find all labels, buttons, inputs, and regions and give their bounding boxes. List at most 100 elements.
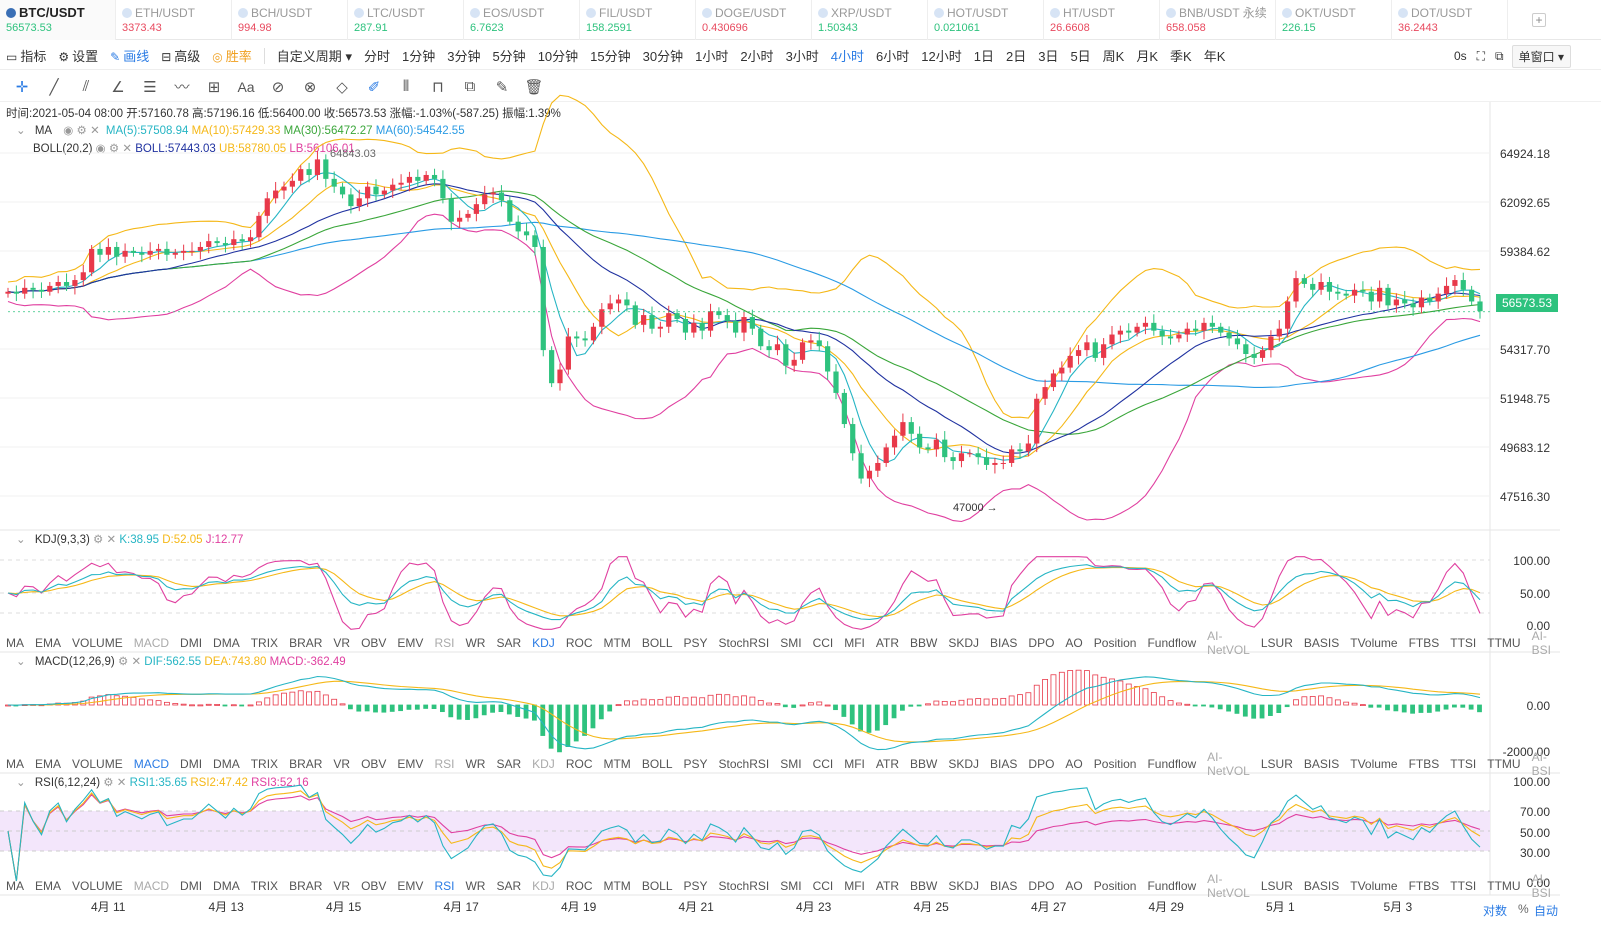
period-12[interactable]: 12小时 bbox=[921, 49, 962, 64]
indicator-tab-macd[interactable]: MACD bbox=[133, 636, 170, 650]
indicator-tab-sar[interactable]: SAR bbox=[496, 757, 522, 771]
indicator-tab-ttsi[interactable]: TTSI bbox=[1450, 757, 1477, 771]
indicator-tab-roc[interactable]: ROC bbox=[565, 636, 593, 650]
period-7[interactable]: 1小时 bbox=[695, 49, 729, 64]
period-8[interactable]: 2小时 bbox=[740, 49, 774, 64]
line-tool-icon[interactable]: ╱ bbox=[49, 78, 59, 96]
indicator-tab-stochrsi[interactable]: StochRSI bbox=[718, 879, 770, 893]
custom-period-dropdown[interactable]: 自定义周期 ▾ bbox=[276, 49, 352, 64]
ticker-eos[interactable]: EOS/USDT 6.7623 bbox=[464, 0, 580, 40]
wave-tool-icon[interactable]: 〰 bbox=[174, 79, 190, 96]
indicator-tab-bbw[interactable]: BBW bbox=[910, 879, 938, 893]
period-13[interactable]: 1日 bbox=[973, 49, 994, 64]
indicator-tab-roc[interactable]: ROC bbox=[565, 879, 593, 893]
indicator-tab-bbw[interactable]: BBW bbox=[910, 636, 938, 650]
collapse-icon[interactable]: ⌄ bbox=[16, 656, 26, 668]
indicator-tab-ttsi[interactable]: TTSI bbox=[1450, 879, 1477, 893]
indicator-tab-macd[interactable]: MACD bbox=[133, 757, 170, 771]
indicator-tab-smi[interactable]: SMI bbox=[780, 757, 802, 771]
hide-drawings-icon[interactable]: ⊗ bbox=[303, 78, 317, 96]
indicator-tab-kdj[interactable]: KDJ bbox=[532, 636, 555, 650]
indicator-tab-basis[interactable]: BASIS bbox=[1303, 879, 1340, 893]
indicator-tab-trix[interactable]: TRIX bbox=[250, 879, 279, 893]
close-icon[interactable]: ✕ bbox=[90, 125, 100, 137]
ticker-xrp[interactable]: XRP/USDT 1.50343 bbox=[812, 0, 928, 40]
indicator-tab-dma[interactable]: DMA bbox=[213, 636, 240, 650]
collapse-icon[interactable]: ⌄ bbox=[16, 534, 26, 546]
magnet-icon[interactable]: ⊘ bbox=[271, 78, 285, 96]
indicator-tab-emv[interactable]: EMV bbox=[397, 636, 424, 650]
indicator-tab-lsur[interactable]: LSUR bbox=[1260, 879, 1293, 893]
indicator-tab-obv[interactable]: OBV bbox=[361, 757, 387, 771]
indicator-tab-cci[interactable]: CCI bbox=[812, 757, 834, 771]
indicator-tab-ao[interactable]: AO bbox=[1065, 757, 1083, 771]
indicator-tab-wr[interactable]: WR bbox=[465, 879, 486, 893]
indicator-tab-vr[interactable]: VR bbox=[333, 757, 351, 771]
collapse-icon[interactable]: ⌄ bbox=[16, 125, 26, 137]
indicator-tab-vr[interactable]: VR bbox=[333, 636, 351, 650]
indicator-tab-boll[interactable]: BOLL bbox=[641, 757, 673, 771]
edit-icon[interactable]: ✎ bbox=[495, 78, 509, 96]
indicator-tab-vr[interactable]: VR bbox=[333, 879, 351, 893]
add-ticker-button[interactable]: + bbox=[1532, 13, 1546, 27]
ticker-hot[interactable]: HOT/USDT 0.021061 bbox=[928, 0, 1044, 40]
indicator-tab-bbw[interactable]: BBW bbox=[910, 757, 938, 771]
indicator-tab-obv[interactable]: OBV bbox=[361, 879, 387, 893]
indicator-tab-rsi[interactable]: RSI bbox=[434, 757, 455, 771]
indicator-tab-ttmu[interactable]: TTMU bbox=[1487, 636, 1521, 650]
ticker-bch[interactable]: BCH/USDT 994.98 bbox=[232, 0, 348, 40]
indicator-tab-atr[interactable]: ATR bbox=[875, 879, 900, 893]
period-14[interactable]: 2日 bbox=[1005, 49, 1027, 64]
indicator-tab-ttsi[interactable]: TTSI bbox=[1450, 636, 1477, 650]
indicator-tab-boll[interactable]: BOLL bbox=[641, 636, 673, 650]
indicator-tab-bias[interactable]: BIAS bbox=[990, 879, 1018, 893]
indicator-tab-obv[interactable]: OBV bbox=[361, 636, 387, 650]
indicator-tab-emv[interactable]: EMV bbox=[397, 757, 424, 771]
ticker-doge[interactable]: DOGE/USDT 0.430696 bbox=[696, 0, 812, 40]
indicator-tab-ema[interactable]: EMA bbox=[35, 636, 62, 650]
period-0[interactable]: 分时 bbox=[363, 49, 390, 64]
indicator-tab-macd[interactable]: MACD bbox=[133, 879, 170, 893]
channel-tool-icon[interactable]: ⫽ bbox=[82, 78, 90, 95]
indicator-tab-skdj[interactable]: SKDJ bbox=[948, 636, 980, 650]
copy-icon[interactable]: ⧉ bbox=[464, 78, 476, 95]
settings-button[interactable]: ⚙ 设置 bbox=[58, 49, 99, 64]
period-5[interactable]: 15分钟 bbox=[590, 49, 631, 64]
indicator-tab-fundflow[interactable]: Fundflow bbox=[1147, 757, 1197, 771]
ticker-okt[interactable]: OKT/USDT 226.15 bbox=[1276, 0, 1392, 40]
indicator-tab-ma[interactable]: MA bbox=[6, 636, 24, 650]
period-4[interactable]: 10分钟 bbox=[537, 49, 579, 64]
settings-icon[interactable]: ⚙ bbox=[117, 656, 129, 668]
eye-icon[interactable]: ◉ bbox=[63, 125, 74, 137]
indicator-tab-psy[interactable]: PSY bbox=[683, 757, 708, 771]
indicator-tab-stochrsi[interactable]: StochRSI bbox=[718, 636, 770, 650]
indicator-tab-bias[interactable]: BIAS bbox=[990, 636, 1018, 650]
indicator-tab-dpo[interactable]: DPO bbox=[1028, 757, 1055, 771]
indicator-tab-rsi[interactable]: RSI bbox=[434, 636, 455, 650]
period-9[interactable]: 3小时 bbox=[785, 49, 819, 64]
close-icon[interactable]: ✕ bbox=[122, 143, 133, 155]
indicator-tab-cci[interactable]: CCI bbox=[812, 879, 834, 893]
indicator-tab-dma[interactable]: DMA bbox=[213, 879, 240, 893]
indicator-tab-dma[interactable]: DMA bbox=[213, 757, 240, 771]
indicator-tab-psy[interactable]: PSY bbox=[683, 636, 708, 650]
indicator-tab-lsur[interactable]: LSUR bbox=[1260, 757, 1293, 771]
period-17[interactable]: 周K bbox=[1102, 49, 1125, 64]
close-icon[interactable]: ✕ bbox=[106, 534, 117, 546]
settings-icon[interactable]: ⚙ bbox=[76, 125, 87, 137]
win-rate-button[interactable]: ◎ 胜率 bbox=[212, 49, 252, 64]
period-15[interactable]: 3日 bbox=[1038, 49, 1059, 64]
percent-toggle[interactable]: % bbox=[1518, 902, 1529, 916]
indicator-tab-volume[interactable]: VOLUME bbox=[72, 636, 123, 650]
indicator-tab-ai-netvol[interactable]: AI-NetVOL bbox=[1207, 629, 1250, 657]
indicator-tab-ma[interactable]: MA bbox=[6, 879, 24, 893]
indicator-tab-lsur[interactable]: LSUR bbox=[1260, 636, 1293, 650]
indicator-tab-brar[interactable]: BRAR bbox=[289, 879, 323, 893]
collapse-icon[interactable]: ⌄ bbox=[16, 777, 26, 789]
auto-scale-toggle[interactable]: 自动 bbox=[1534, 904, 1559, 918]
indicator-tab-dmi[interactable]: DMI bbox=[180, 879, 203, 893]
indicator-tab-mfi[interactable]: MFI bbox=[844, 757, 865, 771]
indicator-tab-ema[interactable]: EMA bbox=[35, 757, 62, 771]
ticker-eth[interactable]: ETH/USDT 3373.43 bbox=[116, 0, 232, 40]
indicator-tab-trix[interactable]: TRIX bbox=[250, 757, 279, 771]
